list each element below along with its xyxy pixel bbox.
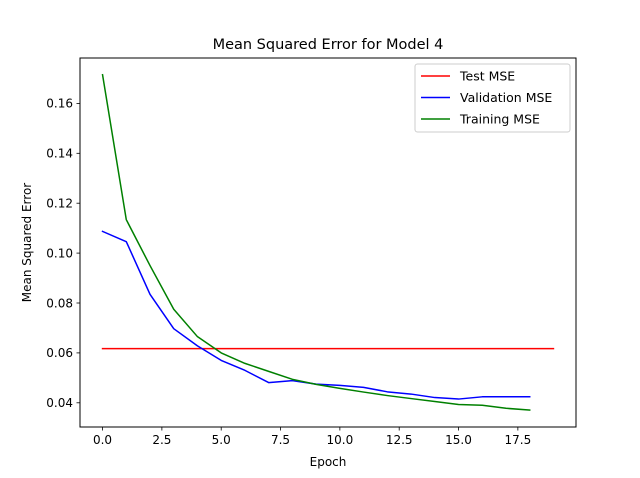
legend-label-validation-mse: Validation MSE <box>460 90 552 105</box>
x-tick-label: 0.0 <box>93 433 112 447</box>
plot-area <box>101 73 555 411</box>
legend-label-test-mse: Test MSE <box>459 69 515 84</box>
y-tick-label: 0.08 <box>46 296 73 310</box>
x-axis-label: Epoch <box>310 455 347 469</box>
x-tick-label: 5.0 <box>212 433 231 447</box>
x-tick-label: 17.5 <box>504 433 531 447</box>
plot-frame <box>79 57 577 428</box>
x-tick-label: 12.5 <box>386 433 413 447</box>
series-line-training-mse <box>101 73 531 411</box>
legend: Test MSE Validation MSE Training MSE <box>414 63 571 133</box>
chart-title: Mean Squared Error for Model 4 <box>213 37 444 53</box>
y-tick-label: 0.04 <box>46 396 73 410</box>
y-tick-label: 0.16 <box>46 97 73 111</box>
series-line-validation-mse <box>101 230 531 400</box>
x-tick-label: 10.0 <box>327 433 354 447</box>
y-tick-label: 0.10 <box>46 246 73 260</box>
y-axis: 0.04 0.06 0.08 0.10 0.12 0.14 0.16 <box>46 97 80 410</box>
y-tick-label: 0.14 <box>46 147 73 161</box>
y-tick-label: 0.12 <box>46 197 73 211</box>
x-axis: 0.0 2.5 5.0 7.5 10.0 12.5 15.0 17.5 <box>93 427 531 447</box>
y-tick-label: 0.06 <box>46 346 73 360</box>
x-tick-label: 15.0 <box>445 433 472 447</box>
legend-box <box>414 63 571 133</box>
x-tick-label: 7.5 <box>271 433 290 447</box>
x-tick-label: 2.5 <box>152 433 171 447</box>
legend-label-training-mse: Training MSE <box>459 112 540 127</box>
y-axis-label: Mean Squared Error <box>20 183 34 303</box>
